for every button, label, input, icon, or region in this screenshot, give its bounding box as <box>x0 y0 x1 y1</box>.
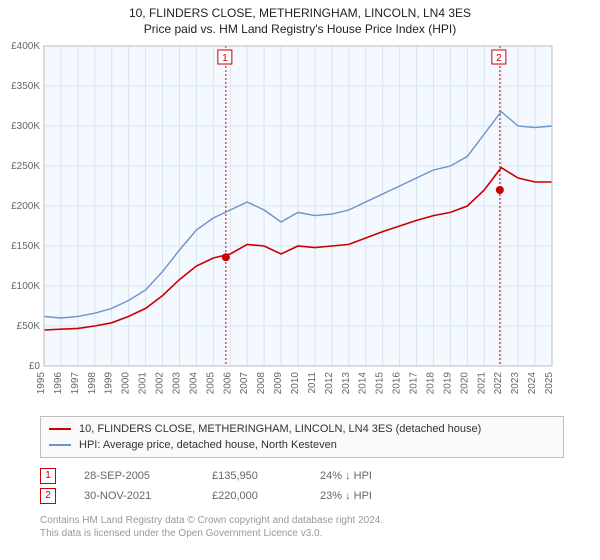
svg-text:2015: 2015 <box>375 372 386 395</box>
svg-text:2023: 2023 <box>510 372 521 395</box>
svg-text:2022: 2022 <box>493 372 504 395</box>
svg-text:2007: 2007 <box>239 372 250 395</box>
svg-text:£0: £0 <box>29 361 41 372</box>
svg-text:£400K: £400K <box>11 41 40 52</box>
price-chart: £0 £50K £100K £150K £200K £250K £300K £350K £400… <box>0 40 560 410</box>
svg-text:1996: 1996 <box>53 372 64 395</box>
svg-text:2004: 2004 <box>188 372 199 395</box>
footer-attribution: Contains HM Land Registry data © Crown c… <box>40 514 600 540</box>
sale-price: £220,000 <box>212 490 292 502</box>
sale-row: 2 30-NOV-2021 £220,000 23% ↓ HPI <box>40 486 600 506</box>
page-title: 10, FLINDERS CLOSE, METHERINGHAM, LINCOL… <box>0 6 600 20</box>
sale-date: 30-NOV-2021 <box>84 490 184 502</box>
legend-swatch <box>49 444 71 446</box>
svg-text:1: 1 <box>222 53 228 64</box>
svg-text:2002: 2002 <box>155 372 166 395</box>
page-subtitle: Price paid vs. HM Land Registry's House … <box>0 22 600 36</box>
svg-text:2016: 2016 <box>392 372 403 395</box>
sale-price: £135,950 <box>212 470 292 482</box>
svg-text:£250K: £250K <box>11 161 40 172</box>
svg-text:2000: 2000 <box>121 372 132 395</box>
svg-text:2005: 2005 <box>205 372 216 395</box>
svg-text:2019: 2019 <box>442 372 453 395</box>
svg-text:2024: 2024 <box>527 372 538 395</box>
svg-text:2018: 2018 <box>425 372 436 395</box>
sale-delta: 24% ↓ HPI <box>320 470 410 482</box>
svg-text:2013: 2013 <box>341 372 352 395</box>
svg-text:2021: 2021 <box>476 372 487 395</box>
legend-item: HPI: Average price, detached house, Nort… <box>49 437 555 453</box>
svg-text:2014: 2014 <box>358 372 369 395</box>
svg-text:£350K: £350K <box>11 81 40 92</box>
svg-text:2009: 2009 <box>273 372 284 395</box>
svg-text:£300K: £300K <box>11 121 40 132</box>
sale-delta: 23% ↓ HPI <box>320 490 410 502</box>
svg-text:2001: 2001 <box>138 372 149 395</box>
svg-text:1997: 1997 <box>70 372 81 395</box>
footer-line-1: Contains HM Land Registry data © Crown c… <box>40 514 600 527</box>
svg-text:2003: 2003 <box>171 372 182 395</box>
legend: 10, FLINDERS CLOSE, METHERINGHAM, LINCOL… <box>40 416 564 458</box>
title-block: 10, FLINDERS CLOSE, METHERINGHAM, LINCOL… <box>0 0 600 36</box>
sales-list: 1 28-SEP-2005 £135,950 24% ↓ HPI 2 30-NOV-202… <box>40 466 600 506</box>
sale-row: 1 28-SEP-2005 £135,950 24% ↓ HPI <box>40 466 600 486</box>
svg-text:£50K: £50K <box>17 321 41 332</box>
svg-text:2008: 2008 <box>256 372 267 395</box>
sale-marker-num: 2 <box>40 488 56 504</box>
legend-label: HPI: Average price, detached house, Nort… <box>79 437 337 453</box>
svg-text:1999: 1999 <box>104 372 115 395</box>
svg-text:2017: 2017 <box>409 372 420 395</box>
svg-text:1995: 1995 <box>36 372 47 395</box>
legend-swatch <box>49 428 71 430</box>
svg-text:£200K: £200K <box>11 201 40 212</box>
svg-text:2011: 2011 <box>307 372 318 394</box>
svg-text:2006: 2006 <box>222 372 233 395</box>
svg-text:2025: 2025 <box>544 372 555 395</box>
sale-date: 28-SEP-2005 <box>84 470 184 482</box>
legend-label: 10, FLINDERS CLOSE, METHERINGHAM, LINCOL… <box>79 421 481 437</box>
svg-text:2012: 2012 <box>324 372 335 395</box>
svg-text:£150K: £150K <box>11 241 40 252</box>
svg-text:2020: 2020 <box>459 372 470 395</box>
sale-marker-num: 1 <box>40 468 56 484</box>
footer-line-2: This data is licensed under the Open Gov… <box>40 527 600 540</box>
svg-text:2010: 2010 <box>290 372 301 395</box>
svg-text:2: 2 <box>496 53 502 64</box>
svg-text:£100K: £100K <box>11 281 40 292</box>
svg-text:1998: 1998 <box>87 372 98 395</box>
legend-item: 10, FLINDERS CLOSE, METHERINGHAM, LINCOL… <box>49 421 555 437</box>
